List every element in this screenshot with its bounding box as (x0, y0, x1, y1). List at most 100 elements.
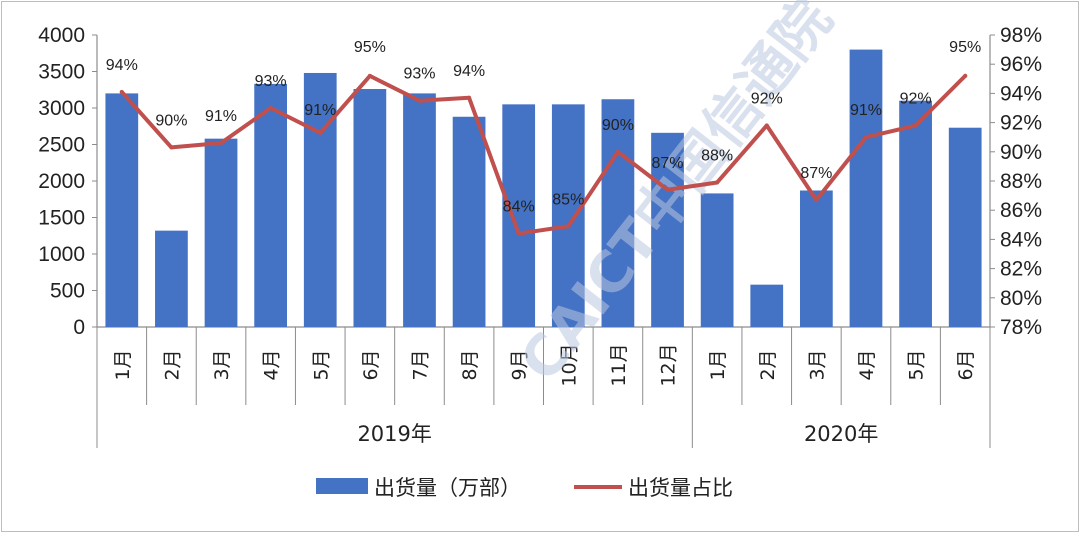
share-data-label: 93% (403, 66, 435, 83)
left-axis-tick-label: 0 (73, 316, 85, 339)
left-axis-tick-label: 500 (50, 280, 85, 303)
bar-7 (403, 93, 436, 328)
x-axis-category-label: 3月 (806, 349, 828, 380)
share-data-label: 95% (354, 39, 386, 56)
bar-4 (254, 83, 288, 327)
share-data-label: 94% (453, 63, 485, 80)
bar-13 (700, 193, 734, 327)
share-data-label: 84% (503, 199, 535, 216)
x-axis-category-label: 12月 (658, 343, 680, 386)
share-point (665, 187, 670, 192)
right-axis-tick-label: 90% (1000, 141, 1042, 164)
bar-8 (452, 116, 486, 327)
share-point (417, 98, 422, 103)
group-label: 2020年 (804, 422, 878, 446)
right-axis-tick-label: 82% (1000, 258, 1042, 281)
bar-11 (601, 99, 635, 328)
left-axis-tick-label: 4000 (38, 24, 85, 47)
x-axis-category-label: 1月 (707, 349, 729, 380)
share-data-label: 94% (106, 57, 138, 74)
x-axis-category-label: 4月 (856, 349, 878, 380)
share-line (119, 73, 968, 236)
bar-15 (799, 190, 833, 327)
right-axis-tick-label: 86% (1000, 199, 1042, 222)
share-point (318, 130, 323, 135)
right-axis-tick-label: 92% (1000, 112, 1042, 135)
right-axis-tick-label: 98% (1000, 24, 1042, 47)
bar-18 (948, 127, 982, 328)
x-axis-category-label: 6月 (360, 349, 382, 380)
x-axis-category-label: 7月 (409, 349, 431, 380)
left-axis-tick-label: 1000 (38, 243, 85, 266)
left-axis-tick-label: 3000 (38, 97, 85, 120)
share-point (963, 73, 968, 78)
bar-9 (502, 104, 536, 327)
left-axis-tick-label: 1500 (38, 207, 85, 230)
x-axis-category-label: 1月 (112, 349, 134, 380)
bar-16 (849, 49, 883, 327)
x-axis-category-label: 5月 (906, 349, 928, 380)
bar-6 (353, 89, 387, 328)
share-data-label: 87% (800, 165, 832, 182)
x-axis-category-label: 10月 (558, 343, 580, 386)
right-axis-tick-label: 94% (1000, 82, 1042, 105)
right-axis-tick-label: 84% (1000, 228, 1042, 251)
share-data-label: 92% (751, 91, 783, 108)
x-axis-category-label: 4月 (261, 349, 283, 380)
right-axis-tick-label: 96% (1000, 53, 1042, 76)
bar-17 (899, 100, 932, 327)
legend-line-label: 出货量占比 (628, 476, 733, 500)
group-label: 2019年 (357, 422, 431, 446)
share-point (814, 197, 819, 202)
x-axis-category-label: 2月 (757, 349, 779, 380)
share-data-label: 90% (602, 117, 634, 134)
bar-5 (303, 72, 337, 328)
share-point (169, 145, 174, 150)
x-axis-category-label: 5月 (310, 349, 332, 380)
share-point (516, 231, 521, 236)
legend-bar-swatch (316, 478, 368, 494)
share-data-label: 87% (652, 155, 684, 172)
share-data-label: 88% (701, 147, 733, 164)
x-axis-category-label: 2月 (161, 349, 183, 380)
share-point (268, 106, 273, 110)
share-point (764, 123, 769, 128)
x-axis-category-label: 6月 (955, 349, 977, 380)
share-point (467, 95, 472, 100)
share-data-label: 85% (552, 191, 584, 208)
bar-14 (750, 284, 784, 327)
left-axis-tick-label: 2500 (38, 134, 85, 157)
x-axis-category-label: 9月 (509, 349, 531, 380)
bar-12 (651, 132, 684, 327)
share-data-label: 95% (949, 39, 981, 56)
share-point (119, 89, 124, 94)
share-point (913, 123, 918, 128)
share-point (863, 135, 868, 140)
left-axis-tick-label: 3500 (38, 61, 85, 84)
share-data-label: 93% (255, 73, 287, 90)
left-axis-tick-label: 2000 (38, 170, 85, 193)
right-axis-tick-label: 80% (1000, 287, 1042, 310)
share-point (566, 224, 571, 229)
right-axis-tick-label: 78% (1000, 316, 1042, 339)
share-point (715, 180, 720, 185)
bar-2 (155, 230, 188, 327)
bar-3 (204, 138, 238, 327)
share-data-label: 90% (155, 112, 187, 129)
x-axis-category-label: 8月 (459, 349, 481, 380)
share-point (615, 149, 620, 154)
bar-10 (551, 104, 585, 327)
share-point (367, 73, 372, 78)
share-point (219, 141, 224, 146)
share-data-label: 91% (205, 108, 237, 125)
share-data-label: 91% (304, 102, 336, 119)
x-axis-category-label: 3月 (211, 349, 233, 380)
bar-1 (105, 93, 139, 328)
share-data-label: 92% (900, 91, 932, 108)
x-axis-category-label: 11月 (608, 343, 630, 386)
right-axis-tick-label: 88% (1000, 170, 1042, 193)
legend-bar-label: 出货量（万部） (374, 476, 521, 500)
